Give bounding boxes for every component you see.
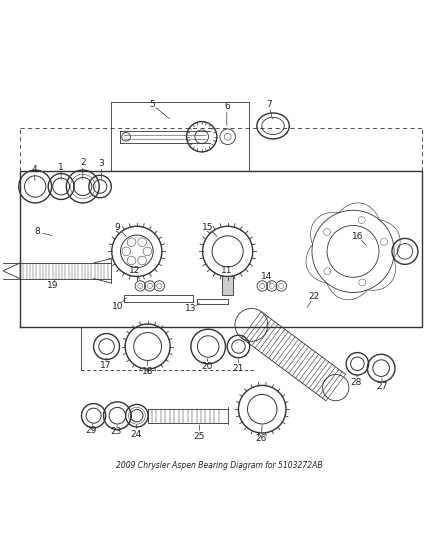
Text: 18: 18 — [142, 367, 153, 376]
Text: 15: 15 — [202, 223, 214, 232]
Text: 2: 2 — [80, 158, 85, 167]
Text: 3: 3 — [99, 159, 104, 168]
Text: 29: 29 — [86, 426, 97, 435]
Text: 11: 11 — [221, 266, 233, 276]
Text: 25: 25 — [194, 432, 205, 440]
Text: 26: 26 — [256, 434, 267, 443]
Text: 27: 27 — [377, 382, 388, 391]
Text: 1: 1 — [58, 163, 64, 172]
Text: 20: 20 — [201, 362, 212, 372]
Text: 28: 28 — [351, 378, 362, 387]
Text: 14: 14 — [261, 272, 272, 281]
Text: 4: 4 — [31, 165, 37, 174]
Text: 19: 19 — [47, 281, 58, 290]
Text: 17: 17 — [100, 361, 111, 370]
Text: 16: 16 — [352, 232, 363, 241]
Text: 24: 24 — [131, 430, 141, 439]
Text: 10: 10 — [112, 302, 123, 311]
Text: 6: 6 — [224, 102, 230, 111]
Text: 22: 22 — [308, 292, 320, 301]
Text: 2009 Chrysler Aspen Bearing Diagram for 5103272AB: 2009 Chrysler Aspen Bearing Diagram for … — [116, 461, 322, 470]
Bar — [223, 277, 233, 295]
Text: 21: 21 — [233, 364, 244, 373]
Text: 8: 8 — [35, 228, 40, 237]
Text: 5: 5 — [149, 100, 155, 109]
Text: 23: 23 — [111, 427, 122, 436]
Text: 13: 13 — [185, 304, 197, 313]
Text: 9: 9 — [114, 223, 120, 232]
Text: 7: 7 — [266, 100, 272, 109]
Text: 12: 12 — [129, 266, 140, 276]
